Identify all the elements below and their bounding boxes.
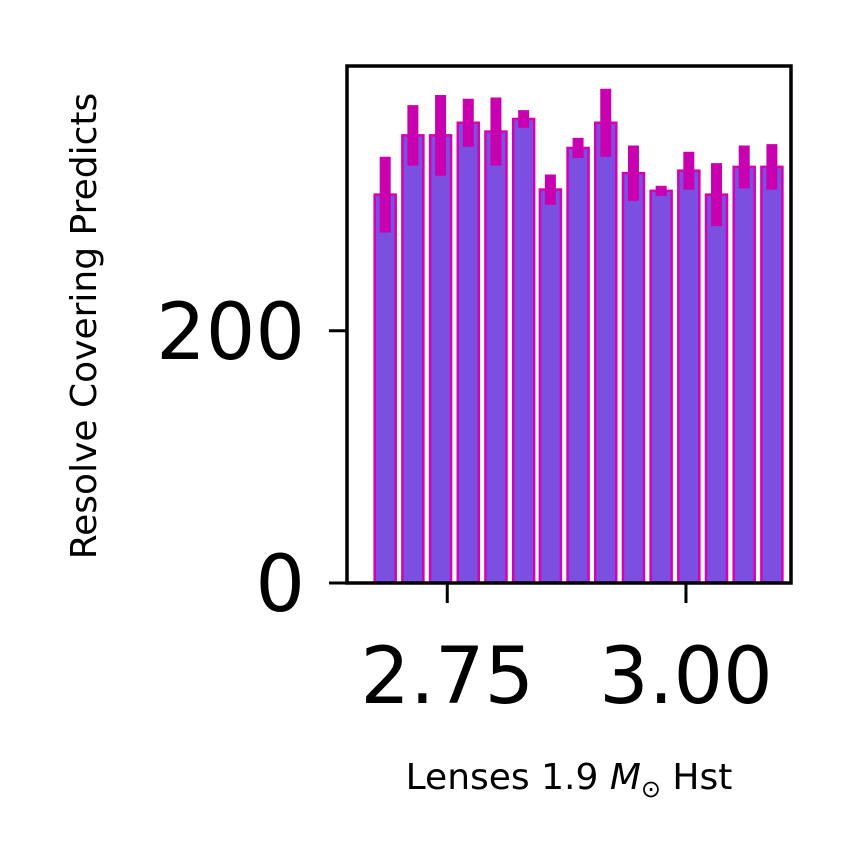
bar [456, 121, 481, 585]
y-axis: 0 200 [156, 288, 347, 630]
x-axis-label-subscript: ⊙ [641, 775, 661, 803]
bar [401, 134, 425, 585]
bar [566, 146, 590, 585]
bar [760, 165, 784, 585]
bar [511, 117, 536, 585]
bar [538, 188, 563, 585]
y-tick-label: 200 [156, 288, 305, 378]
x-axis-label-prefix: Lenses 1.9 [406, 757, 610, 798]
x-tick-label: 3.00 [599, 632, 773, 722]
x-axis: 2.75 3.00 [360, 583, 773, 722]
bar [621, 171, 646, 585]
bar [704, 193, 729, 585]
bar [373, 193, 397, 585]
bar [594, 121, 618, 585]
bar [428, 134, 453, 585]
bar [677, 169, 701, 585]
bar [732, 165, 756, 585]
axes-frame [345, 64, 793, 585]
x-axis-label-symbol: M [610, 757, 641, 798]
x-axis-label: Lenses 1.9 M⊙ Hst [406, 757, 733, 803]
x-axis-label-suffix: Hst [661, 757, 732, 798]
bar [484, 130, 508, 585]
y-tick-label: 0 [255, 540, 305, 630]
error-bars-group [379, 88, 778, 233]
y-axis-label: Resolve Covering Predicts [64, 93, 105, 560]
bar [649, 189, 673, 585]
x-tick-label: 2.75 [360, 632, 534, 722]
